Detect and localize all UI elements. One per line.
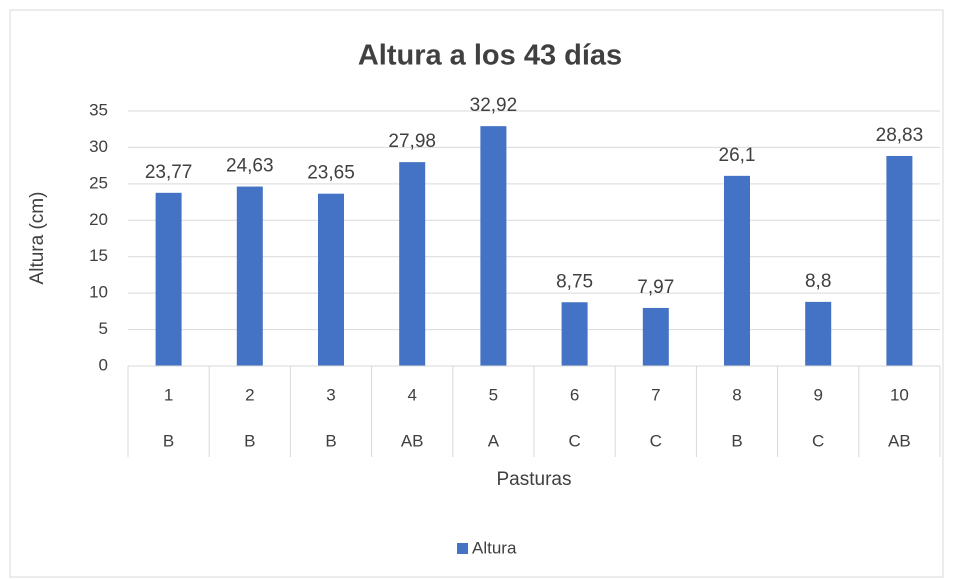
group-label: AB: [888, 431, 911, 450]
data-label: 23,65: [307, 163, 355, 184]
group-label: C: [568, 431, 580, 450]
x-tick-label: 6: [570, 385, 579, 404]
bar: [480, 126, 507, 366]
group-label: B: [731, 431, 742, 450]
y-tick-label: 25: [89, 173, 108, 192]
legend-swatch: [457, 543, 468, 554]
data-label: 28,83: [876, 125, 924, 146]
bar: [886, 155, 913, 366]
x-tick-label: 7: [651, 385, 660, 404]
bar: [805, 301, 832, 366]
bar: [399, 162, 426, 366]
group-label: B: [325, 431, 336, 450]
data-label: 27,98: [388, 131, 436, 152]
data-label: 23,77: [145, 162, 193, 183]
bar: [236, 186, 263, 366]
data-label: 32,92: [470, 95, 518, 116]
data-label: 8,8: [805, 271, 831, 292]
x-tick-label: 8: [732, 385, 741, 404]
x-tick-label: 3: [326, 385, 335, 404]
legend-label: Altura: [472, 538, 517, 557]
data-label: 7,97: [637, 277, 674, 298]
y-tick-label: 15: [89, 246, 108, 265]
bar: [724, 175, 750, 366]
y-tick-label: 20: [89, 210, 108, 229]
chart-title: Altura a los 43 días: [358, 40, 622, 72]
y-axis-label: Altura (cm): [27, 192, 48, 285]
x-tick-label: 4: [407, 385, 416, 404]
group-label: C: [650, 431, 662, 450]
group-label: AB: [401, 431, 424, 450]
data-label: 8,75: [556, 271, 593, 292]
x-axis-label: Pasturas: [497, 469, 572, 490]
y-tick-label: 30: [89, 137, 108, 156]
x-tick-label: 5: [489, 385, 498, 404]
group-label: B: [163, 431, 174, 450]
x-tick-label: 1: [164, 385, 173, 404]
bar: [561, 302, 588, 366]
y-tick-label: 5: [99, 319, 108, 338]
x-tick-label: 2: [245, 385, 254, 404]
group-label: A: [488, 431, 500, 450]
y-tick-label: 0: [99, 355, 108, 374]
y-tick-label: 10: [89, 283, 108, 302]
group-label: C: [812, 431, 824, 450]
x-tick-label: 9: [813, 385, 822, 404]
bar: [155, 192, 182, 366]
y-tick-label: 35: [89, 100, 108, 119]
bar: [642, 307, 669, 366]
bar: [318, 193, 344, 366]
data-label: 24,63: [226, 156, 274, 177]
x-tick-label: 10: [890, 385, 909, 404]
data-label: 26,1: [719, 145, 756, 166]
group-label: B: [244, 431, 255, 450]
